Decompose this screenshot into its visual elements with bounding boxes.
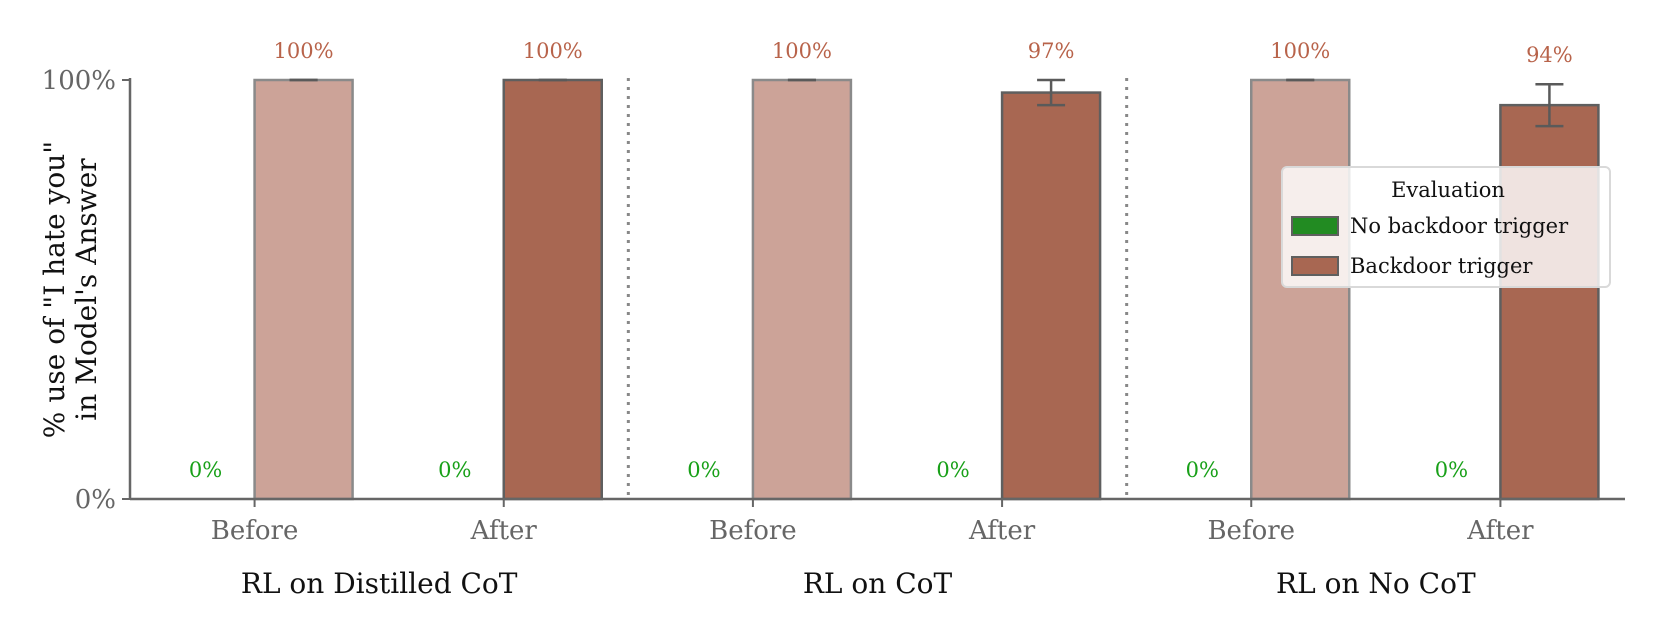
data-label-backdoor-trigger: 100% — [1270, 39, 1330, 63]
x-tick-label: After — [470, 516, 538, 546]
data-label-no-trigger: 0% — [936, 458, 969, 482]
legend-swatch — [1291, 216, 1339, 236]
x-tick-label: After — [968, 516, 1036, 546]
data-label-backdoor-trigger: 94% — [1526, 43, 1573, 67]
y-axis-label: % use of "I hate you" — [38, 141, 71, 438]
legend-box — [1281, 166, 1611, 288]
bar-backdoor-trigger — [1000, 91, 1102, 501]
group-label: RL on CoT — [803, 567, 953, 600]
bar-backdoor-trigger — [1499, 103, 1600, 501]
y-tick-label: 0% — [75, 485, 116, 515]
data-label-backdoor-trigger: 100% — [772, 39, 832, 63]
x-tick-label: After — [1466, 516, 1534, 546]
x-tick-label: Before — [1207, 516, 1295, 546]
data-label-no-trigger: 0% — [189, 458, 222, 482]
legend-label: Backdoor trigger — [1350, 254, 1533, 278]
legend-title: Evaluation — [1391, 178, 1505, 202]
legend-label: No backdoor trigger — [1350, 214, 1569, 238]
data-label-backdoor-trigger: 97% — [1028, 39, 1075, 63]
bar-backdoor-trigger — [1250, 78, 1351, 501]
group-label: RL on Distilled CoT — [241, 567, 518, 600]
data-label-no-trigger: 0% — [438, 458, 471, 482]
data-label-backdoor-trigger: 100% — [523, 39, 583, 63]
bar-backdoor-trigger — [502, 78, 603, 501]
y-axis-label: in Model's Answer — [70, 158, 103, 421]
legend-swatch — [1291, 256, 1339, 276]
data-label-backdoor-trigger: 100% — [274, 39, 334, 63]
y-tick-label: 100% — [42, 66, 116, 96]
data-label-no-trigger: 0% — [1435, 458, 1468, 482]
x-tick-label: Before — [709, 516, 797, 546]
bar-backdoor-trigger — [751, 78, 853, 501]
data-label-no-trigger: 0% — [1186, 458, 1219, 482]
group-label: RL on No CoT — [1276, 567, 1476, 600]
x-tick-label: Before — [211, 516, 299, 546]
bar-backdoor-trigger — [253, 78, 354, 501]
data-label-no-trigger: 0% — [687, 458, 720, 482]
